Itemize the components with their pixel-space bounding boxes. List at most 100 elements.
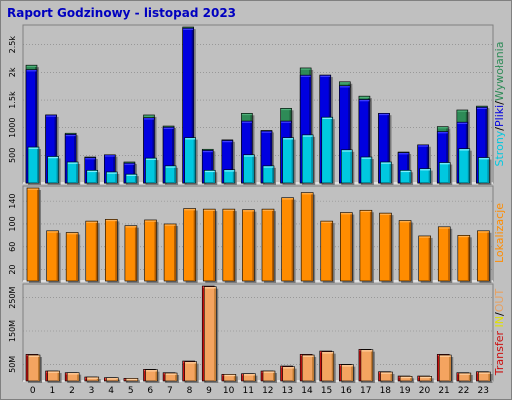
bar-visits-lokalizacje-14	[300, 192, 316, 283]
bar-requests-strony-1	[47, 156, 61, 185]
y-tick-label: 150M	[8, 320, 17, 342]
bar-top	[26, 65, 37, 67]
bar-top	[322, 117, 333, 119]
bar-face	[125, 173, 138, 184]
bar-side	[96, 378, 99, 381]
bar-top	[359, 100, 370, 102]
bar-top	[361, 350, 373, 352]
bar-top	[202, 150, 213, 153]
bar-requests-strony-10	[223, 169, 237, 185]
bar-side	[369, 211, 372, 281]
bar-side	[54, 115, 57, 183]
bar-top	[400, 376, 412, 379]
bar-face	[418, 235, 431, 282]
bar-transfer-transfer-out-17	[360, 349, 375, 383]
bar-side	[155, 370, 157, 381]
bar-side	[270, 132, 272, 183]
bar-face	[184, 137, 196, 184]
y-tick-label: 1000	[8, 118, 17, 138]
bar-requests-strony-21	[438, 162, 453, 185]
bar-face	[360, 349, 374, 382]
bar-visits-lokalizacje-21	[437, 226, 453, 283]
bar-top	[144, 118, 154, 120]
bar-transfer-transfer-out-11	[243, 373, 258, 383]
bar-requests-strony-19	[399, 169, 414, 185]
bar-side	[468, 374, 471, 381]
bar-face	[398, 220, 412, 282]
bar-transfer-transfer-out-19	[399, 376, 415, 383]
x-axis-hours: 0 1 2 3 4 5 6 7 8 9 10 11 12 13 14 15 16 17 18 19 20 21 22 23	[30, 386, 489, 396]
bar-face	[282, 137, 294, 184]
bar-visits-lokalizacje-11	[242, 209, 257, 283]
bar-top	[479, 372, 490, 374]
bar-top	[27, 188, 39, 190]
bar-visits-lokalizacje-5	[124, 225, 139, 283]
x-tick-label: 6	[147, 386, 153, 396]
bar-face	[262, 165, 275, 184]
bar-transfer-transfer-out-15	[321, 351, 336, 383]
bar-top	[223, 209, 235, 211]
y-tick-label: 50M	[8, 356, 17, 373]
bar-top	[263, 166, 274, 168]
bar-side	[485, 108, 487, 183]
side-label-part: /	[493, 101, 506, 105]
plot-area	[22, 185, 494, 282]
bar-side	[448, 163, 450, 183]
side-label-part: Pliki	[493, 105, 506, 127]
bar-top	[300, 68, 311, 70]
bar-top	[126, 174, 137, 176]
bar-face	[46, 230, 59, 282]
x-tick-label: 13	[282, 386, 293, 396]
bar-requests-strony-9	[203, 169, 218, 185]
bar-top	[339, 86, 350, 88]
bar-top	[183, 28, 194, 30]
y-tick-label: 2.5k	[8, 36, 17, 54]
bar-side	[213, 171, 215, 183]
bar-transfer-transfer-out-21	[438, 354, 454, 383]
x-tick-label: 21	[438, 386, 449, 396]
bar-side	[350, 150, 352, 183]
bar-top	[203, 209, 215, 211]
bar-side	[410, 377, 412, 381]
bar-visits-lokalizacje-13	[281, 197, 296, 283]
bar-top	[420, 376, 432, 379]
bar-top	[165, 373, 177, 375]
bar-top	[106, 172, 117, 174]
bar-top	[106, 378, 118, 380]
bar-top	[163, 127, 174, 129]
bar-side	[38, 356, 40, 381]
bar-top	[224, 170, 235, 172]
bar-side	[214, 287, 216, 381]
bar-side	[467, 149, 470, 183]
bar-top	[185, 138, 196, 140]
bar-transfer-transfer-out-5	[125, 378, 140, 383]
bar-requests-strony-2	[66, 161, 81, 185]
bar-top	[321, 221, 333, 223]
bar-top	[381, 372, 392, 374]
bar-face	[262, 370, 276, 382]
bar-top	[320, 75, 331, 77]
bar-side	[449, 356, 451, 381]
bar-transfer-transfer-out-18	[380, 371, 395, 383]
bar-top	[477, 107, 487, 110]
bar-side	[428, 236, 431, 281]
bar-transfer-transfer-out-8	[184, 361, 199, 383]
bar-side	[174, 224, 176, 281]
bar-face	[106, 171, 118, 184]
bar-face	[341, 364, 354, 382]
x-tick-label: 8	[187, 386, 193, 396]
bar-transfer-transfer-out-14	[301, 354, 317, 383]
bar-side	[132, 164, 135, 183]
y-tick-label: 250M	[8, 286, 17, 308]
bar-top	[322, 352, 334, 354]
bar-requests-strony-20	[419, 168, 433, 185]
bar-top	[124, 163, 135, 165]
side-label-part: /	[493, 312, 506, 316]
bar-top	[126, 378, 138, 381]
bar-side	[331, 352, 334, 381]
bar-face	[105, 219, 118, 282]
bar-side	[37, 148, 39, 183]
bar-top	[48, 157, 58, 159]
panel-requests: 500 1000 1.5k 2k 2.5k	[8, 24, 494, 185]
bar-transfer-transfer-out-10	[223, 374, 238, 383]
